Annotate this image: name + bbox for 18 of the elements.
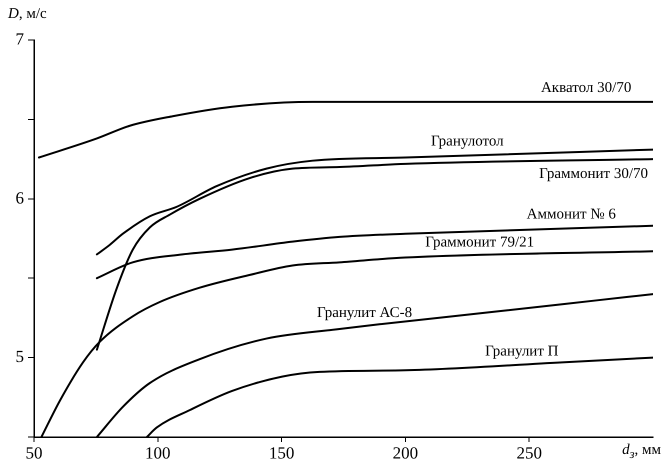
series-label: Граммонит 79/21 — [425, 234, 534, 251]
line-series — [38, 100, 653, 159]
series-label: Гранулит АС-8 — [316, 304, 412, 321]
series-label: Гранулотол — [430, 133, 504, 150]
x-tick-label: 250 — [516, 444, 542, 463]
series-label: Акватол 30/70 — [540, 80, 632, 96]
x-axis-title: d$_{з}$, мм — [622, 442, 661, 461]
x-tick-label: 100 — [145, 444, 171, 463]
y-tick-label: 7 — [16, 29, 24, 48]
x-tick-label: 50 — [26, 444, 42, 463]
y-tick-label: 5 — [16, 347, 24, 366]
series-label: Аммонит № 6 — [526, 206, 616, 222]
x-tick-label: 150 — [268, 444, 294, 463]
series-label: Гранулит П — [485, 343, 559, 360]
y-tick-label: 6 — [16, 188, 24, 208]
y-axis-title: D, м/с — [8, 6, 47, 22]
x-tick-label: 200 — [392, 444, 418, 463]
series-label: Граммонит 30/70 — [539, 166, 648, 182]
